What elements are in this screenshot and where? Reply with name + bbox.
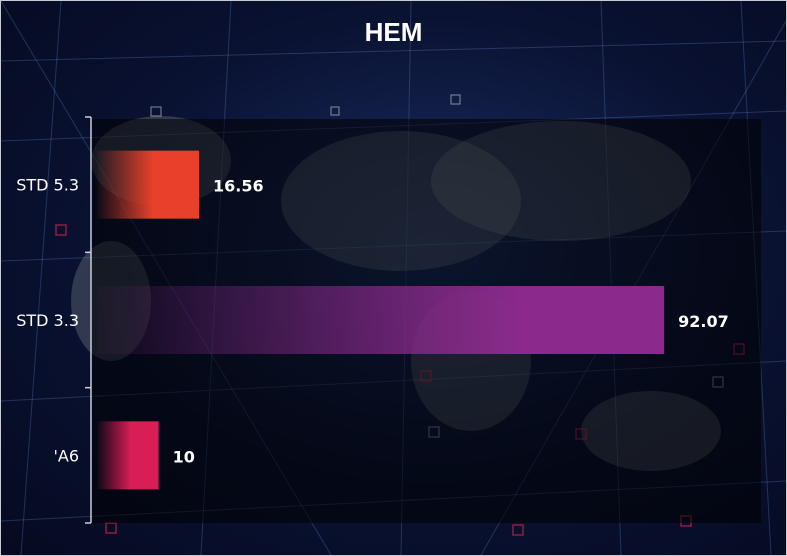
category-label: STD 5.3 bbox=[16, 176, 79, 195]
data-label: 10 bbox=[173, 447, 195, 466]
bar-1 bbox=[97, 286, 665, 354]
category-label: STD 3.3 bbox=[16, 311, 79, 330]
bar-2 bbox=[97, 421, 159, 490]
data-label: 92.07 bbox=[678, 312, 729, 331]
bar-0 bbox=[97, 150, 200, 219]
chart-title: HEM bbox=[364, 17, 423, 47]
category-label: 'A6 bbox=[53, 446, 79, 465]
data-label: 16.56 bbox=[213, 177, 264, 196]
